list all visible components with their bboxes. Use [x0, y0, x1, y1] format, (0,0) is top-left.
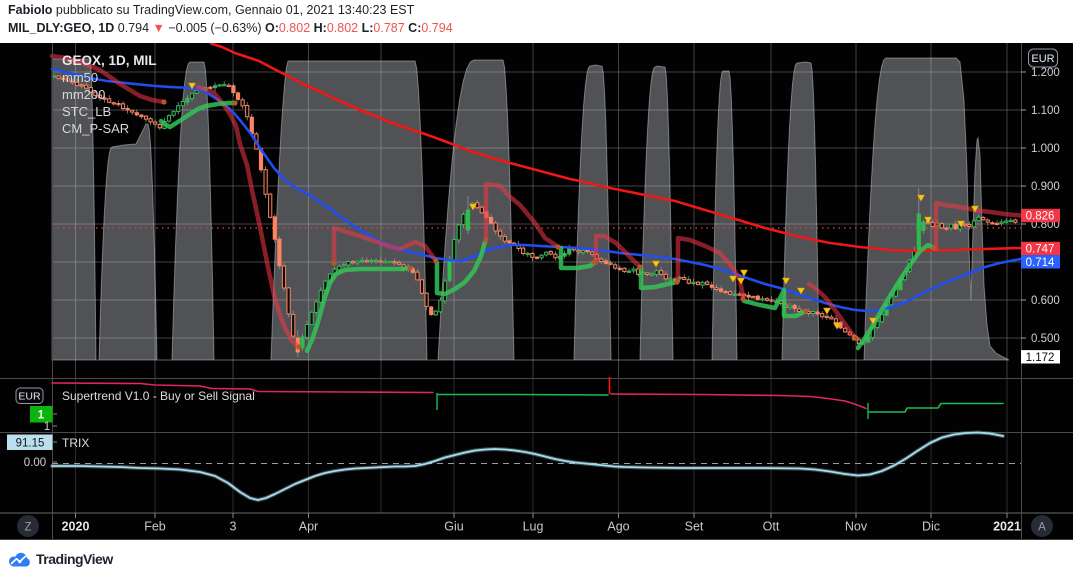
svg-text:CM_P-SAR: CM_P-SAR	[62, 121, 129, 136]
svg-text:Supertrend V1.0 - Buy or Sell: Supertrend V1.0 - Buy or Sell Signal	[62, 389, 255, 403]
svg-text:A: A	[1038, 522, 1046, 534]
svg-text:1: 1	[38, 410, 45, 422]
svg-text:EUR: EUR	[1031, 53, 1054, 65]
svg-text:91.15: 91.15	[16, 438, 45, 450]
svg-text:2021: 2021	[993, 520, 1021, 534]
svg-text:1: 1	[44, 421, 50, 433]
svg-text:Lug: Lug	[523, 520, 544, 534]
svg-text:1.000: 1.000	[1031, 143, 1060, 155]
svg-text:Apr: Apr	[299, 520, 318, 534]
svg-text:1.200: 1.200	[1031, 67, 1060, 79]
svg-text:Z: Z	[24, 522, 31, 534]
svg-text:0.714: 0.714	[1026, 257, 1055, 269]
svg-text:Nov: Nov	[845, 520, 868, 534]
svg-text:Giu: Giu	[444, 520, 464, 534]
svg-text:0.900: 0.900	[1031, 181, 1060, 193]
svg-text:0.826: 0.826	[1026, 211, 1055, 223]
svg-text:mm200: mm200	[62, 87, 105, 102]
svg-text:0.500: 0.500	[1031, 333, 1060, 345]
svg-text:Ago: Ago	[607, 520, 629, 534]
svg-text:Feb: Feb	[144, 520, 166, 534]
svg-text:0.00: 0.00	[24, 457, 46, 469]
svg-text:STC_LB: STC_LB	[62, 104, 111, 119]
svg-text:0.600: 0.600	[1031, 295, 1060, 307]
svg-text:Dic: Dic	[922, 520, 940, 534]
svg-text:0.747: 0.747	[1026, 244, 1055, 256]
svg-text:1.100: 1.100	[1031, 105, 1060, 117]
svg-text:EUR: EUR	[18, 391, 41, 403]
svg-text:GEOX, 1D, MIL: GEOX, 1D, MIL	[62, 53, 157, 68]
svg-text:2020: 2020	[62, 520, 90, 534]
svg-text:1.172: 1.172	[1026, 352, 1055, 364]
svg-text:3: 3	[230, 520, 237, 534]
svg-text:mm50: mm50	[62, 70, 98, 85]
svg-text:TRIX: TRIX	[62, 436, 89, 450]
svg-text:Set: Set	[685, 520, 704, 534]
svg-text:Ott: Ott	[763, 520, 780, 534]
